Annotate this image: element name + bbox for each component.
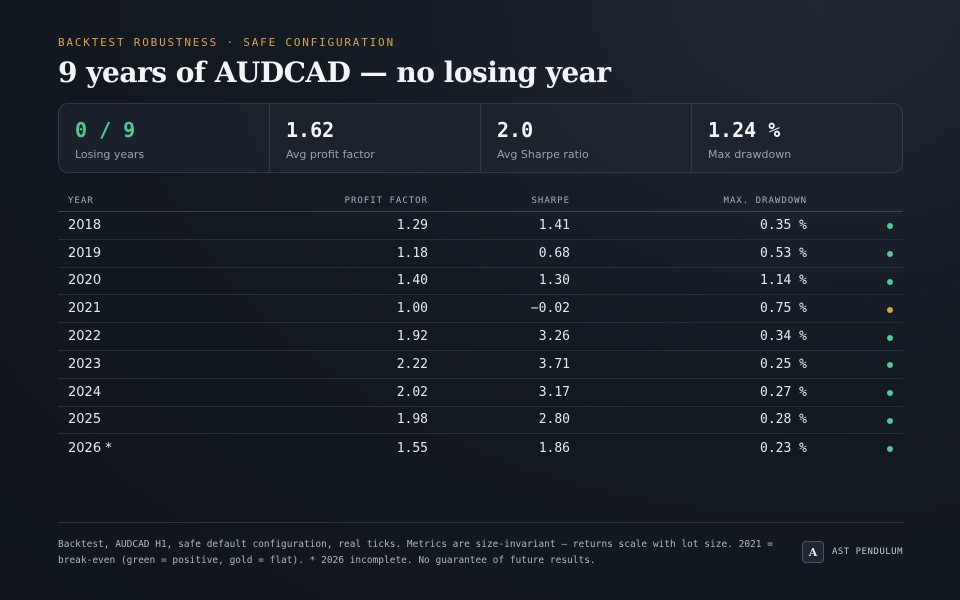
year-cell: 2022 bbox=[68, 329, 102, 345]
max-drawdown-cell: 0.23 % bbox=[760, 440, 807, 456]
page: BACKTEST ROBUSTNESS · SAFE CONFIGURATION… bbox=[58, 0, 903, 600]
status-cell bbox=[807, 355, 903, 374]
col-sharpe-header: SHARPE bbox=[531, 195, 570, 206]
sharpe-cell: 1.30 bbox=[538, 273, 570, 289]
profit-factor-cell: 1.98 bbox=[396, 412, 428, 428]
status-dot-icon bbox=[887, 223, 893, 230]
status-dot-icon bbox=[887, 334, 893, 341]
status-dot-icon bbox=[887, 390, 893, 397]
sharpe-cell: 0.68 bbox=[538, 245, 570, 261]
table-body: 2018 1.29 1.41 0.35 % 2019 1.18 0.68 0.53 % 2020… bbox=[58, 212, 903, 462]
table-row: 2025 1.98 2.80 0.28 % bbox=[58, 407, 903, 435]
year-cell: 2023 bbox=[68, 356, 102, 372]
status-cell bbox=[807, 216, 903, 235]
col-max-drawdown-header: MAX. DRAWDOWN bbox=[723, 195, 807, 206]
profit-factor-cell: 1.40 bbox=[396, 273, 428, 289]
status-cell bbox=[807, 299, 903, 318]
stats-panel: 0 / 9 Losing years 1.62 Avg profit factor 2.… bbox=[58, 103, 903, 173]
table-row: 2023 2.22 3.71 0.25 % bbox=[58, 351, 903, 379]
status-cell bbox=[807, 439, 903, 458]
max-drawdown-cell: 0.75 % bbox=[760, 301, 807, 317]
eyebrow: BACKTEST ROBUSTNESS · SAFE CONFIGURATION bbox=[58, 36, 395, 49]
profit-factor-cell: 2.02 bbox=[396, 384, 428, 400]
table-row: 2024 2.02 3.17 0.27 % bbox=[58, 379, 903, 407]
sharpe-cell: −0.02 bbox=[530, 301, 570, 317]
status-cell bbox=[807, 327, 903, 346]
disclaimer: Backtest, AUDCAD H1, safe default config… bbox=[58, 539, 773, 566]
table-row: 2026 * 1.55 1.86 0.23 % bbox=[58, 434, 903, 462]
col-year-header: YEAR bbox=[68, 195, 94, 206]
table-row: 2019 1.18 0.68 0.53 % bbox=[58, 240, 903, 268]
stat-value: 1.24 % bbox=[708, 118, 781, 142]
profit-factor-cell: 1.55 bbox=[396, 440, 428, 456]
page-title: 9 years of AUDCAD — no losing year bbox=[58, 56, 611, 89]
stat-value: 2.0 bbox=[497, 118, 534, 142]
max-drawdown-cell: 0.53 % bbox=[760, 245, 807, 261]
status-cell bbox=[807, 383, 903, 402]
status-dot-icon bbox=[887, 251, 893, 258]
table-row: 2020 1.40 1.30 1.14 % bbox=[58, 268, 903, 296]
max-drawdown-cell: 0.35 % bbox=[760, 217, 807, 233]
year-cell: 2021 bbox=[68, 301, 102, 317]
footer: Backtest, AUDCAD H1, safe default config… bbox=[58, 522, 903, 569]
profit-factor-cell: 1.29 bbox=[396, 217, 428, 233]
max-drawdown-cell: 1.14 % bbox=[760, 273, 807, 289]
stat-card: 1.24 % Max drawdown bbox=[692, 104, 902, 172]
yearly-results-table: YEAR PROFIT FACTOR SHARPE MAX. DRAWDOWN … bbox=[58, 190, 903, 462]
max-drawdown-cell: 0.28 % bbox=[760, 412, 807, 428]
stat-card: 0 / 9 Losing years bbox=[59, 104, 270, 172]
max-drawdown-cell: 0.34 % bbox=[760, 329, 807, 345]
brand-name: AST PENDULUM bbox=[831, 547, 903, 557]
brand-logo: A bbox=[801, 541, 824, 563]
stat-label: Losing years bbox=[75, 148, 145, 161]
year-cell: 2019 bbox=[68, 245, 102, 261]
status-dot-icon bbox=[887, 446, 893, 453]
stat-card: 2.0 Avg Sharpe ratio bbox=[481, 104, 692, 172]
sharpe-cell: 3.17 bbox=[538, 384, 570, 400]
stat-card: 1.62 Avg profit factor bbox=[270, 104, 481, 172]
sharpe-cell: 1.41 bbox=[538, 217, 570, 233]
profit-factor-cell: 1.18 bbox=[396, 245, 428, 261]
stat-value: 0 / 9 bbox=[75, 118, 136, 142]
year-cell: 2025 bbox=[68, 412, 102, 428]
status-dot-icon bbox=[887, 417, 893, 424]
sharpe-cell: 3.71 bbox=[538, 356, 570, 372]
status-cell bbox=[807, 271, 903, 290]
stat-label: Max drawdown bbox=[708, 148, 792, 161]
max-drawdown-cell: 0.27 % bbox=[760, 384, 807, 400]
max-drawdown-cell: 0.25 % bbox=[760, 356, 807, 372]
year-cell: 2020 bbox=[68, 273, 102, 289]
year-cell: 2018 bbox=[68, 217, 102, 233]
brand: A AST PENDULUM bbox=[801, 541, 903, 563]
stat-value: 1.62 bbox=[286, 118, 335, 142]
status-dot-icon bbox=[887, 278, 893, 285]
table-row: 2022 1.92 3.26 0.34 % bbox=[58, 323, 903, 351]
col-profit-factor-header: PROFIT FACTOR bbox=[344, 195, 428, 206]
status-cell bbox=[807, 410, 903, 429]
status-dot-icon bbox=[887, 362, 893, 369]
profit-factor-cell: 1.92 bbox=[396, 329, 428, 345]
sharpe-cell: 3.26 bbox=[538, 329, 570, 345]
sharpe-cell: 2.80 bbox=[538, 412, 570, 428]
stat-label: Avg Sharpe ratio bbox=[497, 148, 589, 161]
year-cell: 2026 * bbox=[68, 440, 112, 456]
status-cell bbox=[807, 244, 903, 263]
sharpe-cell: 1.86 bbox=[538, 440, 570, 456]
table-header: YEAR PROFIT FACTOR SHARPE MAX. DRAWDOWN bbox=[58, 190, 903, 212]
status-dot-icon bbox=[887, 306, 893, 313]
profit-factor-cell: 2.22 bbox=[396, 356, 428, 372]
year-cell: 2024 bbox=[68, 384, 102, 400]
table-row: 2018 1.29 1.41 0.35 % bbox=[58, 212, 903, 240]
stat-label: Avg profit factor bbox=[286, 148, 375, 161]
profit-factor-cell: 1.00 bbox=[396, 301, 428, 317]
table-row: 2021 1.00 −0.02 0.75 % bbox=[58, 295, 903, 324]
